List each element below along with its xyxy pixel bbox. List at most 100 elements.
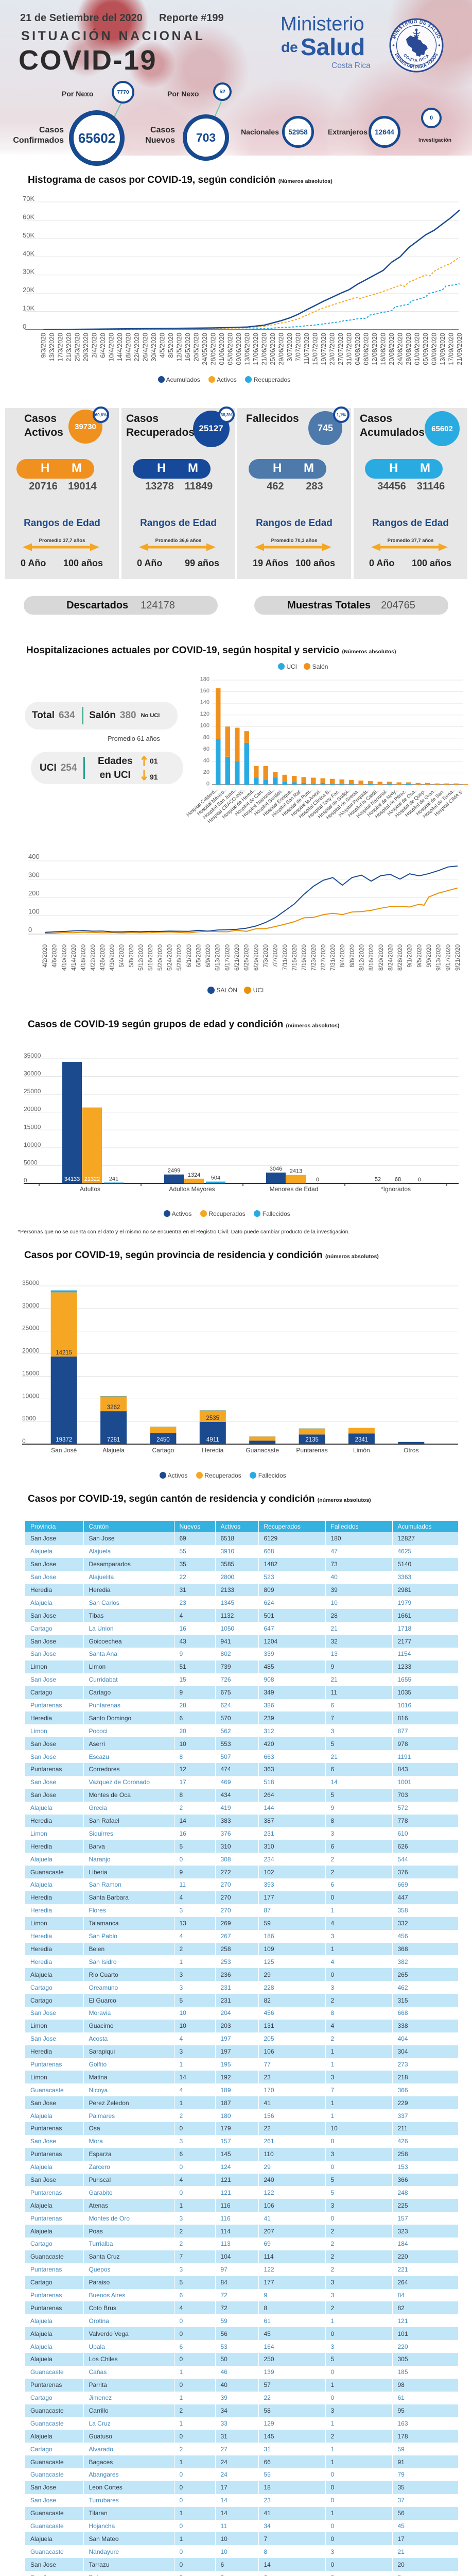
svg-text:21/3/2020: 21/3/2020 [65,333,73,362]
svg-text:13/06/2020: 13/06/2020 [244,333,251,365]
svg-text:40K: 40K [23,249,34,257]
svg-text:200: 200 [28,889,40,897]
svg-text:2341: 2341 [355,1437,369,1443]
svg-text:1324: 1324 [188,1172,200,1178]
svg-text:21/06/2020: 21/06/2020 [261,333,268,365]
svg-text:3046: 3046 [270,1166,282,1172]
svg-text:20K: 20K [23,286,34,294]
svg-text:Menores de Edad: Menores de Edad [270,1185,319,1193]
svg-text:7/3/2020: 7/3/2020 [263,944,269,968]
svg-text:12/08/2020: 12/08/2020 [371,333,378,365]
svg-text:08/08/2020: 08/08/2020 [363,333,370,365]
svg-text:8/16/2020: 8/16/2020 [369,944,375,971]
svg-text:6/17/2020: 6/17/2020 [224,944,231,971]
svg-text:35000: 35000 [22,1279,40,1286]
svg-text:20: 20 [203,769,209,775]
svg-text:15000: 15000 [22,1369,40,1377]
svg-text:San José: San José [51,1447,77,1454]
svg-text:4/18/2020: 4/18/2020 [81,944,87,971]
svg-text:14/4/2020: 14/4/2020 [116,333,124,362]
svg-text:5/4/2020: 5/4/2020 [119,944,125,968]
svg-text:9/21/2020: 9/21/2020 [455,944,461,971]
svg-text:70K: 70K [23,195,34,202]
svg-text:Otros: Otros [404,1447,418,1454]
svg-text:2135: 2135 [305,1437,319,1443]
svg-text:10000: 10000 [24,1141,41,1148]
svg-text:4/30/2020: 4/30/2020 [110,944,116,971]
svg-text:8/5/2020: 8/5/2020 [167,333,174,358]
svg-text:8/4/2020: 8/4/2020 [340,944,346,968]
svg-text:8/20/2020: 8/20/2020 [378,944,384,971]
svg-text:34133: 34133 [64,1176,80,1182]
svg-text:05/09/2020: 05/09/2020 [422,333,429,365]
svg-text:5/24/2020: 5/24/2020 [167,944,173,971]
svg-text:4/22/2020: 4/22/2020 [90,944,96,971]
svg-text:6/5/2020: 6/5/2020 [196,944,202,968]
svg-text:6/9/2020: 6/9/2020 [205,944,212,968]
svg-text:100: 100 [200,723,209,729]
svg-text:120: 120 [200,711,209,717]
svg-text:4/5/2020: 4/5/2020 [159,333,166,358]
svg-text:10K: 10K [23,304,34,312]
svg-text:20/08/2020: 20/08/2020 [388,333,395,365]
svg-text:10/4/2020: 10/4/2020 [108,333,115,362]
svg-text:180: 180 [200,676,209,683]
svg-text:15000: 15000 [24,1123,41,1130]
svg-text:Heredia: Heredia [202,1447,223,1454]
svg-text:5/8/2020: 5/8/2020 [129,944,135,968]
svg-text:0: 0 [206,781,209,787]
svg-text:15/07/2020: 15/07/2020 [312,333,319,365]
svg-text:2450: 2450 [156,1437,170,1443]
svg-text:17/06/2020: 17/06/2020 [252,333,259,365]
svg-text:4911: 4911 [206,1437,219,1443]
svg-text:25/06/2020: 25/06/2020 [269,333,276,365]
svg-text:13/3/2020: 13/3/2020 [48,333,56,362]
svg-text:7/15/2020: 7/15/2020 [292,944,298,971]
svg-text:2413: 2413 [290,1168,302,1174]
svg-text:*Ignorados: *Ignorados [381,1185,411,1193]
svg-text:9/13/2020: 9/13/2020 [436,944,442,971]
svg-text:5/20/2020: 5/20/2020 [158,944,164,971]
svg-text:3262: 3262 [107,1404,120,1411]
svg-text:6/1/2020: 6/1/2020 [186,944,193,968]
svg-text:Puntarenas: Puntarenas [296,1447,327,1454]
svg-text:7/19/2020: 7/19/2020 [302,944,308,971]
svg-text:9/9/2020: 9/9/2020 [426,944,432,968]
svg-text:27/07/2020: 27/07/2020 [337,333,344,365]
svg-text:52: 52 [375,1177,381,1183]
svg-text:30/4/2020: 30/4/2020 [150,333,158,362]
svg-text:26/4/2020: 26/4/2020 [142,333,149,362]
svg-text:5000: 5000 [24,1159,38,1166]
svg-text:30000: 30000 [22,1302,40,1309]
svg-text:8/28/2020: 8/28/2020 [397,944,404,971]
svg-text:31/07/2020: 31/07/2020 [346,333,353,365]
svg-text:30000: 30000 [24,1070,41,1077]
svg-text:09/09/2020: 09/09/2020 [431,333,438,365]
svg-text:0: 0 [316,1177,319,1183]
svg-text:9/3/2020: 9/3/2020 [40,333,47,358]
svg-text:5000: 5000 [22,1415,36,1422]
svg-text:Guanacaste: Guanacaste [246,1447,279,1454]
svg-text:20/5/2020: 20/5/2020 [193,333,200,362]
svg-text:8/24/2020: 8/24/2020 [388,944,394,971]
svg-text:0: 0 [22,1437,26,1445]
svg-text:91: 91 [150,773,158,781]
svg-text:14215: 14215 [56,1350,72,1356]
svg-text:28/08/2020: 28/08/2020 [405,333,412,365]
svg-text:17/3/2020: 17/3/2020 [57,333,64,362]
svg-text:0: 0 [28,926,32,934]
svg-text:01: 01 [150,757,158,765]
svg-text:04/08/2020: 04/08/2020 [354,333,361,365]
svg-text:05/06/2020: 05/06/2020 [227,333,234,365]
svg-text:68: 68 [395,1177,401,1183]
svg-text:Adultos: Adultos [80,1185,100,1193]
svg-text:2/4/2020: 2/4/2020 [91,333,98,358]
svg-text:28/05/2020: 28/05/2020 [210,333,217,365]
svg-text:21/09/2020: 21/09/2020 [456,333,463,365]
svg-text:9/1/2020: 9/1/2020 [407,944,413,968]
svg-text:11/07/2020: 11/07/2020 [303,333,310,365]
svg-text:7/11/2020: 7/11/2020 [282,944,288,970]
svg-text:9/17/2020: 9/17/2020 [445,944,451,971]
svg-text:504: 504 [211,1175,220,1181]
svg-text:5/12/2020: 5/12/2020 [138,944,145,971]
